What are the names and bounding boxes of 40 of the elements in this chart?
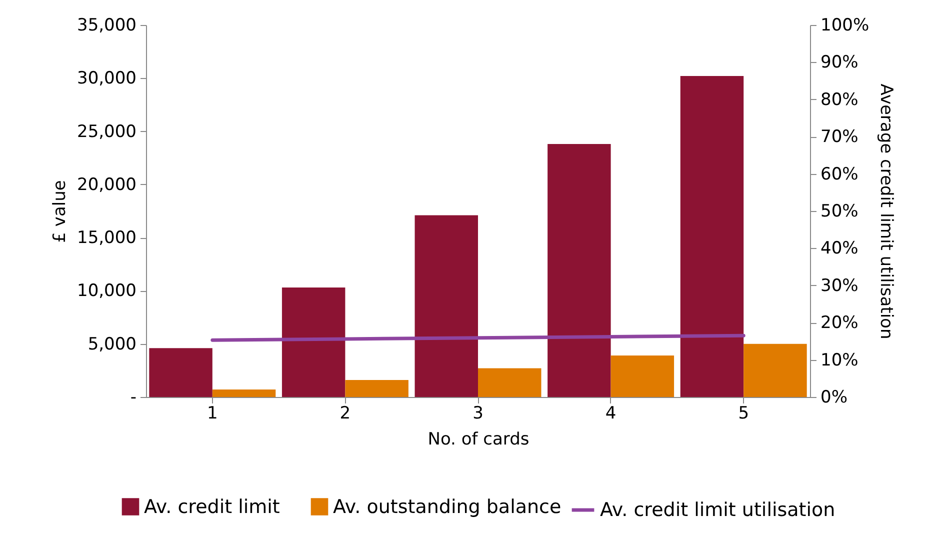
x-tick-label: 2 [340,404,351,424]
y-axis-title: £ value [50,180,70,243]
legend-label: Av. credit limit [144,496,280,518]
y2-tick-label: 60% [820,164,858,184]
y2-tick-label: 20% [820,313,858,334]
y2-tick-label: 90% [820,52,858,73]
bar [744,344,807,397]
bar [610,356,674,397]
bar [345,380,408,397]
y-tick-label: 10,000 [77,281,136,302]
bar [212,390,276,397]
y-tick-label: 25,000 [77,122,136,142]
y2-axis-title: Average credit limit utilisation [876,84,896,340]
y-tick-label: 30,000 [77,68,136,89]
y2-tick-label: 30% [820,276,858,296]
bar [149,348,212,397]
x-tick-label: 4 [605,404,616,424]
y-tick-label: - [130,388,136,408]
y2-tick-label: 80% [820,90,858,110]
y2-tick-label: 10% [820,350,858,370]
x-tick-label: 3 [472,404,484,424]
bar [548,144,611,397]
y-tick-label: 35,000 [77,16,136,36]
bar [478,368,542,397]
legend-label: Av. outstanding balance [333,496,562,518]
bar [680,76,744,397]
bar [414,215,478,397]
x-tick-label: 1 [206,404,218,424]
y2-tick-label: 40% [820,238,858,259]
y2-tick-label: 70% [820,127,858,148]
y-tick-label: 5,000 [88,334,136,354]
y-tick-label: 20,000 [77,174,136,195]
bar [282,288,346,397]
x-tick-label: 5 [738,404,750,424]
x-axis-title: No. of cards [428,430,530,450]
legend-label: Av. credit limit utilisation [600,499,836,521]
y2-tick-label: 0% [820,388,848,408]
y2-tick-label: 100% [820,16,870,36]
y2-tick-label: 50% [820,202,858,222]
y-tick-label: 15,000 [77,228,136,248]
